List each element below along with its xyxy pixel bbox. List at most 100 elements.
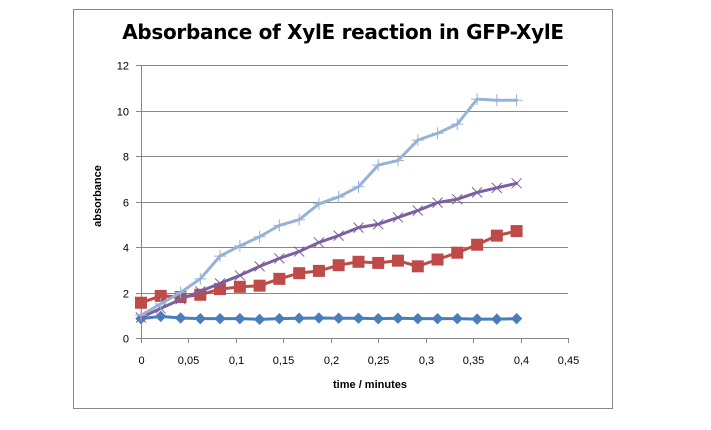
data-point-square xyxy=(312,264,325,277)
data-point-plus xyxy=(253,230,266,243)
data-point-square xyxy=(273,272,286,285)
tick-labels: 0 2 4 6 8 10 12 0 0,05 0,1 0,15 0,2 0,25 0,3 0,35 0,4 0,… xyxy=(117,61,579,368)
data-point-square xyxy=(431,253,444,266)
data-point-square xyxy=(372,256,385,269)
data-point-square xyxy=(253,279,266,292)
axes xyxy=(136,65,569,343)
data-point-plus xyxy=(194,272,207,285)
chart-title: Absorbance of XylE reaction in GFP-XylE xyxy=(122,20,564,44)
data-point-diamond xyxy=(451,312,463,325)
data-point-x xyxy=(471,187,483,198)
data-point-plus xyxy=(510,94,523,107)
data-point-plus xyxy=(233,239,246,252)
data-point-diamond xyxy=(392,312,404,324)
x-axis-label: time / minutes xyxy=(333,379,407,391)
x-tick-label: 0,1 xyxy=(229,355,244,367)
data-point-square xyxy=(352,255,365,268)
series-4-plus xyxy=(135,93,523,322)
data-point-plus xyxy=(431,127,444,140)
data-point-plus xyxy=(135,309,147,322)
data-point-x xyxy=(432,197,443,208)
data-point-diamond xyxy=(273,312,286,325)
data-point-diamond xyxy=(372,312,384,325)
data-point-diamond xyxy=(234,312,246,325)
x-tick-label: 0,45 xyxy=(558,355,579,367)
data-point-diamond xyxy=(214,312,226,325)
x-tick-label: 0,2 xyxy=(324,355,339,367)
series-2-square xyxy=(135,225,523,309)
data-point-x xyxy=(353,222,364,234)
x-tick-label: 0,25 xyxy=(368,355,389,367)
data-point-plus xyxy=(312,197,325,210)
data-point-plus xyxy=(391,154,404,167)
y-tick-label: 4 xyxy=(123,243,129,255)
data-point-plus xyxy=(471,93,484,106)
data-point-square xyxy=(510,225,523,238)
data-point-diamond xyxy=(155,310,167,323)
series-1-diamond xyxy=(135,310,523,326)
x-tick-label: 0,05 xyxy=(178,355,199,367)
data-point-x xyxy=(293,246,305,257)
data-point-x xyxy=(333,230,345,241)
data-point-diamond xyxy=(194,312,207,325)
data-point-x xyxy=(412,205,424,216)
series-layer xyxy=(135,93,523,326)
data-point-x xyxy=(511,177,522,189)
data-point-diamond xyxy=(510,312,523,325)
data-point-x xyxy=(451,193,463,205)
y-tick-label: 6 xyxy=(123,198,129,210)
data-point-diamond xyxy=(471,313,483,325)
data-point-square xyxy=(135,296,147,309)
data-point-square xyxy=(490,229,503,242)
data-point-square xyxy=(471,238,484,251)
data-point-x xyxy=(491,182,503,194)
data-point-plus xyxy=(293,213,306,226)
data-point-diamond xyxy=(412,312,424,325)
data-point-x xyxy=(392,212,404,223)
data-point-plus xyxy=(273,219,286,232)
data-point-diamond xyxy=(352,312,365,324)
gridlines xyxy=(141,65,568,294)
data-point-square xyxy=(332,259,345,272)
data-point-diamond xyxy=(293,312,305,324)
data-point-x xyxy=(234,270,246,281)
y-tick-label: 2 xyxy=(123,289,129,301)
data-point-diamond xyxy=(313,312,325,324)
x-tick-label: 0,15 xyxy=(273,355,294,367)
data-point-plus xyxy=(490,94,503,107)
data-point-diamond xyxy=(174,312,187,324)
data-point-plus xyxy=(214,250,227,263)
y-tick-label: 10 xyxy=(117,107,129,119)
data-point-diamond xyxy=(332,312,345,324)
data-point-plus xyxy=(451,118,464,131)
series-line xyxy=(139,97,519,317)
data-point-plus xyxy=(411,134,424,147)
data-point-plus xyxy=(352,180,365,193)
y-tick-label: 8 xyxy=(123,152,129,164)
y-tick-label: 0 xyxy=(123,334,129,346)
x-tick-label: 0,3 xyxy=(419,355,434,367)
data-point-x xyxy=(313,237,325,248)
data-point-diamond xyxy=(253,313,266,326)
data-point-plus xyxy=(154,297,167,310)
x-tick-label: 0 xyxy=(138,355,144,367)
data-point-square xyxy=(411,260,424,273)
data-point-x xyxy=(372,218,384,230)
data-point-x xyxy=(194,286,206,297)
y-tick-label: 12 xyxy=(117,61,129,73)
data-point-square xyxy=(451,246,464,259)
data-point-plus xyxy=(372,159,385,172)
data-point-x xyxy=(214,278,226,289)
x-tick-label: 0,35 xyxy=(463,355,484,367)
series-line xyxy=(139,181,519,320)
x-tick-label: 0,4 xyxy=(514,355,529,367)
data-point-diamond xyxy=(431,312,444,325)
data-point-x xyxy=(254,260,265,272)
data-point-plus xyxy=(332,190,345,203)
data-point-x xyxy=(273,253,285,264)
data-point-square xyxy=(391,254,404,267)
data-point-square xyxy=(233,280,246,293)
data-point-square xyxy=(293,267,306,280)
chart-area xyxy=(73,9,613,409)
